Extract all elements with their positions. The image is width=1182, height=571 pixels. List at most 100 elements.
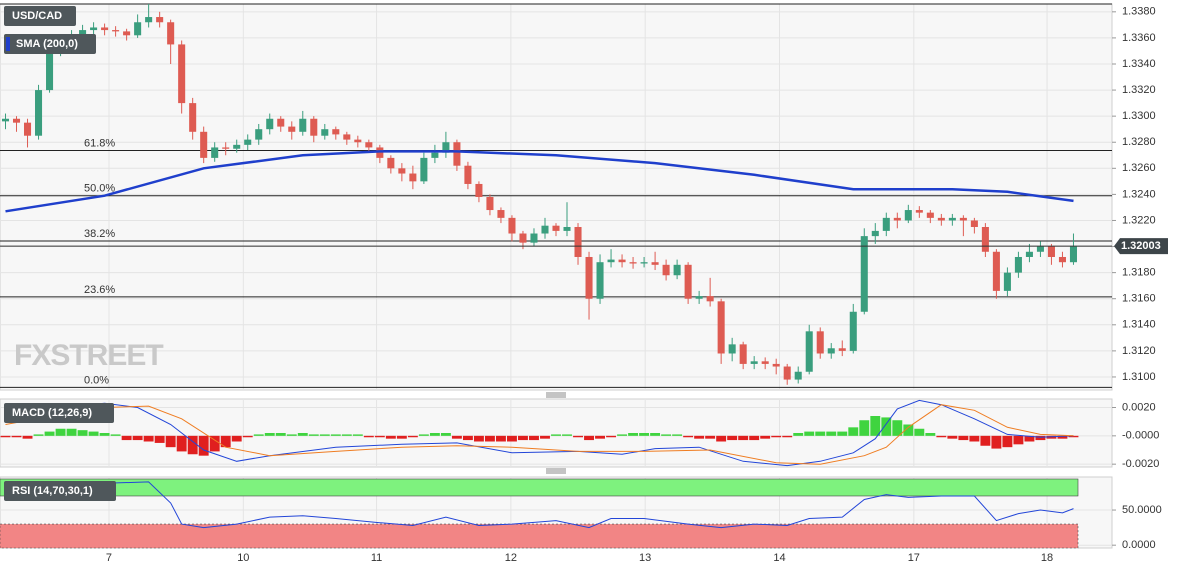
candle-body	[1036, 246, 1044, 252]
candle-body	[849, 311, 857, 351]
candle-body	[453, 142, 461, 166]
histogram-bar	[892, 420, 903, 436]
candle-body	[145, 17, 153, 23]
candle-body	[1047, 246, 1055, 257]
y-tick-label: 1.3160	[1122, 293, 1156, 305]
y-tick-label: 50.0000	[1122, 504, 1162, 516]
candle-body	[794, 371, 802, 380]
legend-box	[4, 481, 116, 501]
histogram-bar	[573, 435, 583, 438]
candle-body	[464, 165, 472, 184]
candle-body	[79, 30, 87, 36]
candle-body	[420, 157, 428, 182]
candle-body	[893, 217, 901, 221]
histogram-bar	[980, 435, 991, 446]
histogram-bar	[804, 431, 815, 436]
histogram-bar	[1068, 435, 1079, 438]
candle-body	[211, 147, 219, 158]
histogram-bar	[881, 417, 892, 436]
current-price-label: 1.32003	[1121, 240, 1161, 252]
candle-body	[244, 139, 252, 145]
legend-label: MACD (12,26,9)	[12, 407, 92, 419]
histogram-bar	[617, 434, 628, 436]
legend-label: USD/CAD	[12, 10, 62, 22]
candle-body	[739, 344, 747, 364]
legend-swatch	[6, 37, 10, 51]
y-tick-label: 1.3280	[1122, 136, 1156, 148]
candle-body	[222, 147, 230, 149]
legend-box	[4, 6, 76, 26]
candle-body	[233, 144, 241, 149]
candle-body	[442, 142, 450, 153]
x-tick-label: 14	[773, 552, 785, 564]
candle-body	[860, 236, 868, 312]
candle-body	[772, 363, 780, 367]
candle-body	[497, 210, 505, 218]
histogram-bar	[628, 433, 639, 436]
histogram-bar	[495, 435, 506, 442]
x-tick-label: 10	[237, 552, 249, 564]
candle-body	[1025, 251, 1033, 257]
histogram-bar	[473, 435, 484, 442]
candle-body	[156, 17, 164, 23]
candle-body	[937, 217, 945, 221]
candle-body	[541, 225, 549, 234]
candle-body	[398, 168, 406, 174]
candle-body	[970, 220, 978, 227]
histogram-bar	[110, 434, 121, 436]
histogram-bar	[44, 431, 55, 436]
candle-body	[530, 233, 538, 243]
candle-body	[827, 348, 835, 354]
histogram-bar	[771, 435, 782, 438]
candle-body	[288, 126, 296, 132]
histogram-bar	[121, 435, 132, 441]
candle-body	[585, 256, 593, 299]
histogram-bar	[55, 428, 66, 436]
candle-body	[189, 103, 197, 132]
y-tick-label: 1.3240	[1122, 188, 1156, 200]
candle-body	[167, 22, 175, 45]
histogram-bar	[275, 433, 286, 436]
legend-label: SMA (200,0)	[16, 38, 78, 50]
candle-body	[695, 296, 703, 299]
histogram-bar	[440, 433, 451, 436]
histogram-bar	[749, 435, 760, 441]
histogram-bar	[859, 420, 870, 436]
candle-body	[992, 251, 1000, 291]
candle-body	[651, 262, 659, 265]
y-tick-label: 1.3340	[1122, 58, 1156, 70]
histogram-bar	[363, 435, 374, 438]
candle-body	[640, 262, 648, 264]
histogram-bar	[11, 435, 22, 438]
histogram-bar	[958, 435, 969, 441]
legend-box	[4, 34, 96, 54]
candle-body	[310, 118, 318, 136]
y-tick-label: 0.0000	[1122, 539, 1156, 551]
histogram-bar	[22, 435, 33, 439]
overbought-zone	[0, 478, 1079, 497]
y-tick-label: 0.0020	[1122, 401, 1156, 413]
histogram-bar	[132, 435, 143, 441]
candle-body	[871, 230, 879, 237]
histogram-bar	[782, 435, 793, 438]
histogram-bar	[639, 433, 650, 436]
candle-body	[1003, 272, 1011, 291]
histogram-bar	[551, 434, 561, 436]
candle-body	[24, 122, 32, 136]
y-tick-label: 1.3180	[1122, 267, 1156, 279]
candle-body	[35, 90, 43, 136]
macd-line	[5, 404, 1074, 465]
candle-body	[200, 131, 208, 158]
y-tick-label: 1.3300	[1122, 110, 1156, 122]
histogram-bar	[77, 430, 88, 436]
x-tick-label: 7	[106, 552, 112, 564]
candle-body	[46, 50, 54, 91]
candle-body	[596, 262, 604, 299]
candle-body	[409, 173, 417, 182]
candle-body	[376, 147, 384, 158]
candle-body	[805, 331, 813, 372]
candle-body	[277, 118, 285, 127]
oversold-zone	[0, 523, 1079, 549]
fib-label: 100.0%	[84, 0, 122, 3]
histogram-bar	[694, 435, 705, 439]
